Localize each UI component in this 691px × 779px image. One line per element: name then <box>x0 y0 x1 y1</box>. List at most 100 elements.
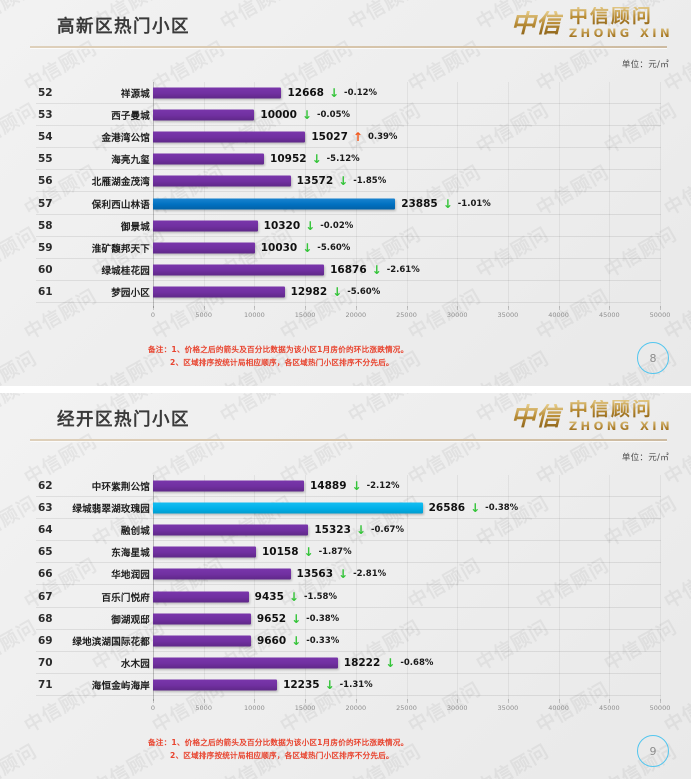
brand-mark-icon: 中信 <box>510 401 561 431</box>
axis-tick-label: 30000 <box>446 311 468 319</box>
table-row: 53 西子曼城 10000 ↓ -0.05% <box>0 104 691 127</box>
watermark-text: 中信顾问 <box>0 740 41 779</box>
brand-text: 中信顾问 ZHONG XIN <box>569 7 673 40</box>
row-rank: 63 <box>38 502 53 515</box>
row-separator <box>36 235 661 237</box>
value-label: 9652 <box>256 612 287 625</box>
bar-container <box>153 635 251 647</box>
unit-label: 单位：元/㎡ <box>621 453 669 463</box>
slide-header: 经开区热门小区 中信 中信顾问 ZHONG XIN <box>0 393 691 445</box>
row-name: 祥源城 <box>120 89 150 101</box>
title-underline <box>30 439 667 441</box>
table-row: 59 淮矿馥邦天下 10030 ↓ -5.60% <box>0 237 691 259</box>
value-group: 10030 ↓ -5.60% <box>261 242 351 254</box>
row-rank: 62 <box>38 480 53 493</box>
watermark-text: 中信顾问 <box>0 347 41 386</box>
row-rank: 65 <box>38 546 53 559</box>
bar-container <box>153 657 338 669</box>
row-separator <box>36 191 661 193</box>
row-name: 水木园 <box>120 658 150 670</box>
arrow-down-icon: ↓ <box>442 196 453 211</box>
row-name: 淮矿馥邦天下 <box>91 243 150 255</box>
change-label: -0.12% <box>344 88 378 99</box>
row-name: 华地润园 <box>111 570 150 582</box>
axis-tick <box>609 699 611 703</box>
change-label: -1.87% <box>318 547 352 558</box>
bar-container <box>153 480 304 492</box>
row-name: 中环紫荆公馆 <box>91 482 150 494</box>
brand-name-en: ZHONG XIN <box>568 419 673 433</box>
row-separator <box>36 606 661 608</box>
data-bar <box>153 679 278 691</box>
axis-tick-label: 40000 <box>548 704 569 712</box>
axis-tick <box>153 699 154 703</box>
x-axis: 0 5000 10000 15000 20000 25000 30000 35000 40000… <box>0 699 691 717</box>
table-row: 63 绿城翡翠湖玫瑰园 26586 ↓ -0.38% <box>0 497 691 520</box>
bar-container <box>153 679 278 691</box>
row-separator <box>36 496 661 498</box>
chart-rows: 52 祥源城 12668 ↓ -0.12% 53 西子曼城 10000 ↓ -0.05% 54 金港湾… <box>0 82 691 303</box>
row-rank: 70 <box>38 656 53 669</box>
axis-tick-label: 5000 <box>195 704 212 712</box>
brand-text: 中信顾问 ZHONG XIN <box>569 400 673 433</box>
page-title: 经开区热门小区 <box>57 410 190 430</box>
change-label: -5.60% <box>347 286 381 297</box>
chart-2: 62 中环紫荆公馆 14889 ↓ -2.12% 63 绿城翡翠湖玫瑰园 26586 ↓ -0.3… <box>0 475 691 723</box>
table-row: 71 海恒金屿海岸 12235 ↓ -1.31% <box>0 674 691 696</box>
row-name: 保利西山林语 <box>91 199 150 211</box>
row-name: 御景城 <box>120 221 150 233</box>
axis-tick-label: 10000 <box>244 704 265 712</box>
bar-container <box>153 153 265 165</box>
axis-tick <box>507 306 509 310</box>
bar-container <box>153 131 306 143</box>
axis-tick <box>558 699 560 703</box>
row-rank: 61 <box>38 285 53 298</box>
bar-container <box>153 264 325 276</box>
change-label: 0.39% <box>367 132 398 143</box>
change-label: -0.05% <box>316 110 351 121</box>
row-separator <box>36 562 661 564</box>
table-row: 66 华地润园 13563 ↓ -2.81% <box>0 563 691 586</box>
table-row: 69 绿地滨湖国际花都 9660 ↓ -0.33% <box>0 630 691 652</box>
row-separator <box>36 650 661 652</box>
axis-tick-label: 20000 <box>345 704 367 712</box>
unit-label: 单位：元/㎡ <box>621 60 669 70</box>
chart-1: 52 祥源城 12668 ↓ -0.12% 53 西子曼城 10000 ↓ -0.05% 54 金港湾… <box>0 82 691 330</box>
row-rank: 57 <box>38 197 53 210</box>
table-row: 64 融创城 15323 ↓ -0.67% <box>0 519 691 542</box>
arrow-down-icon: ↓ <box>303 545 314 560</box>
axis-tick-label: 45000 <box>598 311 620 319</box>
value-label: 9435 <box>254 590 284 603</box>
row-name: 西子曼城 <box>111 111 150 123</box>
arrow-down-icon: ↓ <box>332 284 343 299</box>
data-bar <box>153 613 251 625</box>
row-separator <box>36 301 661 303</box>
slide-1: 中信顾问 中信顾问 中信顾问 中信顾问 中信顾问 中信顾问 中信顾问 中信顾问 中信顾问 中信顾问… <box>0 0 691 386</box>
row-rank: 52 <box>38 87 53 100</box>
value-label: 10952 <box>270 153 307 166</box>
row-rank: 58 <box>38 219 53 232</box>
arrow-up-icon: ↑ <box>352 130 363 145</box>
brand-logo: 中信 中信顾问 ZHONG XIN <box>511 400 673 433</box>
axis-tick <box>457 306 459 310</box>
axis-tick <box>355 699 357 703</box>
value-group: 9435 ↓ -1.58% <box>255 591 337 603</box>
row-name: 梦园小区 <box>111 287 150 299</box>
value-label: 12668 <box>287 87 324 100</box>
arrow-down-icon: ↓ <box>311 152 322 167</box>
row-rank: 54 <box>38 131 53 144</box>
value-label: 10000 <box>260 109 297 122</box>
row-rank: 66 <box>38 568 53 581</box>
page-number: 9 <box>637 735 669 767</box>
row-rank: 60 <box>38 263 53 276</box>
bar-container <box>153 242 255 254</box>
table-row: 68 御湖观邸 9652 ↓ -0.38% <box>0 608 691 630</box>
bar-container <box>153 220 258 232</box>
table-row: 56 北雁湖金茂湾 13572 ↓ -1.85% <box>0 170 691 193</box>
axis-tick <box>355 306 357 310</box>
footnote-line-1: 备注：1、价格之后的箭头及百分比数据为该小区1月房价的环比涨跌情况。 <box>148 738 409 747</box>
value-group: 10320 ↓ -0.02% <box>264 220 354 232</box>
row-separator <box>36 628 661 630</box>
row-separator <box>36 125 661 127</box>
axis-tick <box>203 306 205 310</box>
